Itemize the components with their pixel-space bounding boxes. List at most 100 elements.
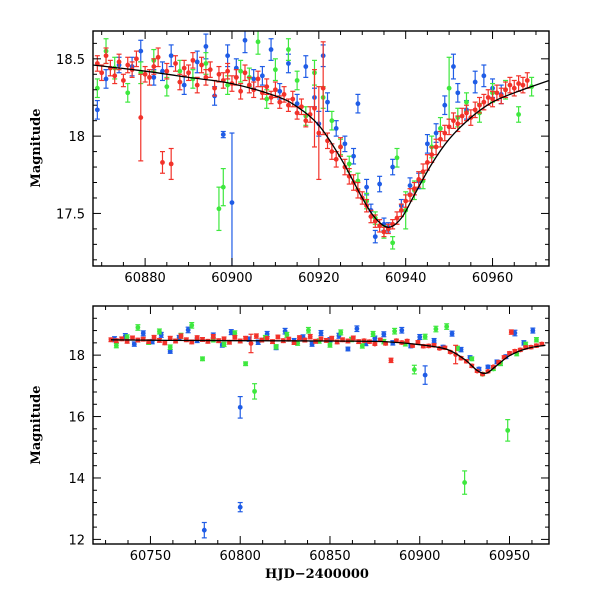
data-point-green <box>125 82 131 103</box>
y-tick-label: 16 <box>68 411 85 426</box>
data-point-red <box>463 104 469 122</box>
data-point-green <box>285 38 291 61</box>
data-point-red <box>99 64 105 82</box>
x-tick-label: 60900 <box>399 549 440 564</box>
data-point-red <box>205 338 211 344</box>
y-tick-label: 18 <box>68 349 85 364</box>
data-point-red <box>259 86 265 100</box>
data-point-blue <box>103 69 109 89</box>
data-point-red <box>194 335 200 341</box>
data-point-red <box>270 339 276 345</box>
data-point-red <box>183 337 189 343</box>
data-point-green <box>505 419 511 442</box>
data-point-blue <box>181 75 187 95</box>
data-point-red <box>316 86 322 181</box>
data-point-red <box>199 56 205 74</box>
data-point-blue <box>481 64 487 88</box>
data-point-red <box>112 67 118 85</box>
data-point-red <box>232 334 238 340</box>
data-point-blue <box>268 38 274 61</box>
data-point-red <box>268 90 274 105</box>
data-point-green <box>113 342 119 349</box>
data-point-green <box>305 326 311 334</box>
data-point-green <box>516 106 522 123</box>
data-point-red <box>140 336 146 342</box>
data-point-blue <box>336 332 342 339</box>
top-panel: 60880 60900 60920 60940 60960 17.5 18 18.5 Magni… <box>29 30 550 286</box>
data-point-red <box>108 337 114 343</box>
data-point-red <box>225 62 231 80</box>
model-curve <box>110 339 546 375</box>
data-point-red <box>501 354 507 360</box>
y-tick-label: 12 <box>68 533 85 548</box>
data-point-blue <box>185 326 191 334</box>
data-point-red <box>302 337 308 343</box>
data-point-red <box>120 73 126 88</box>
data-point-red <box>255 70 261 88</box>
data-point-blue <box>417 333 423 341</box>
data-point-red <box>494 84 500 102</box>
x-tick-label: 60800 <box>220 549 261 564</box>
data-point-green <box>392 327 398 335</box>
x-axis-label: HJD−2400000 <box>265 567 369 582</box>
data-point-green <box>243 361 249 367</box>
data-point-red <box>446 118 452 136</box>
data-point-green <box>167 344 173 350</box>
data-point-green <box>273 344 279 350</box>
data-point-blue <box>422 365 428 385</box>
data-point-red <box>372 341 378 347</box>
x-tick-label: 60750 <box>130 549 171 564</box>
data-point-green <box>370 330 376 338</box>
plot-frame <box>92 30 550 267</box>
data-point-blue <box>159 61 165 82</box>
data-point-green <box>189 321 195 329</box>
data-point-green <box>294 70 300 91</box>
data-point-red <box>290 90 296 108</box>
data-point-red <box>472 101 478 119</box>
data-point-red <box>424 154 430 171</box>
data-point-red <box>107 59 113 77</box>
data-point-blue <box>168 44 174 68</box>
data-point-blue <box>237 501 243 513</box>
data-point-red <box>212 79 218 97</box>
data-point-red <box>155 47 161 68</box>
data-point-blue <box>442 95 448 116</box>
data-point-red <box>156 337 162 343</box>
data-point-red <box>159 150 165 174</box>
data-point-red <box>162 340 168 346</box>
model-curve <box>93 64 549 228</box>
data-point-red <box>320 41 326 136</box>
plot-area <box>108 321 546 539</box>
data-point-red <box>233 69 239 86</box>
data-point-red <box>298 98 304 116</box>
y-tick-label: 18 <box>68 130 85 145</box>
data-point-red <box>259 337 265 343</box>
data-point-green <box>255 31 261 55</box>
data-point-blue <box>333 120 339 137</box>
x-tick-label: 60900 <box>211 271 252 286</box>
data-point-red <box>248 333 254 354</box>
data-point-red <box>329 335 335 341</box>
x-tick-label: 60920 <box>298 271 339 286</box>
data-point-blue <box>220 130 226 139</box>
data-point-blue <box>485 364 491 370</box>
data-point-green <box>135 324 141 331</box>
data-point-blue <box>325 92 331 112</box>
data-point-red <box>420 163 426 181</box>
data-point-red <box>520 76 526 94</box>
data-point-red <box>415 339 421 345</box>
data-point-green <box>462 470 468 495</box>
data-point-blue <box>455 82 461 103</box>
data-point-red <box>433 138 439 156</box>
data-point-red <box>151 334 157 340</box>
data-point-blue <box>194 50 200 74</box>
data-point-red <box>411 181 417 196</box>
data-point-red <box>253 333 259 339</box>
data-point-red <box>272 81 278 99</box>
data-point-red <box>507 76 513 94</box>
data-point-blue <box>351 147 357 165</box>
data-point-red <box>524 72 530 89</box>
data-point-red <box>186 64 192 82</box>
y-tick-label: 17.5 <box>56 207 85 222</box>
data-point-green <box>433 325 439 333</box>
